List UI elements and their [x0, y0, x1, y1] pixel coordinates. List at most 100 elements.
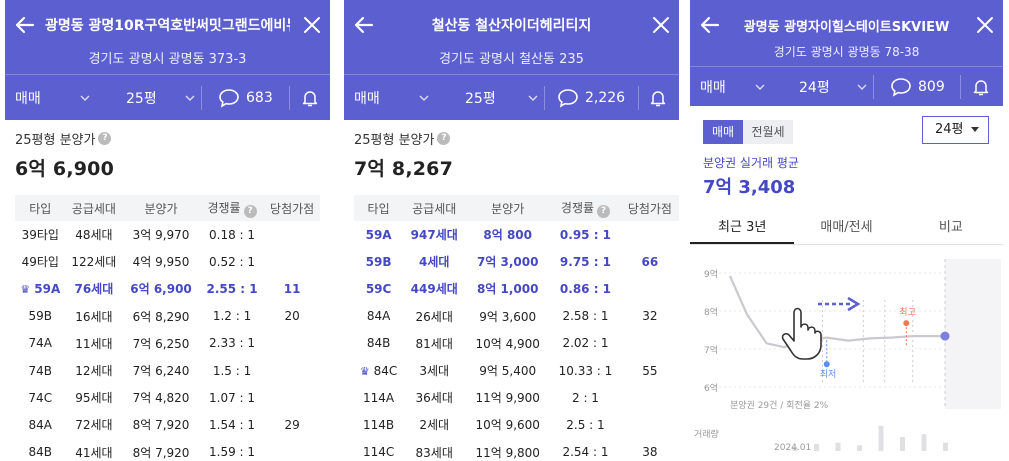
- help-icon[interactable]: ?: [597, 204, 611, 218]
- comments-button[interactable]: 2,226: [545, 75, 638, 121]
- column-header: 공급세대: [412, 201, 457, 216]
- bell-icon: [973, 79, 989, 95]
- back-arrow-icon[interactable]: [698, 13, 722, 37]
- cell-ratio: 1.59 : 1: [209, 445, 256, 460]
- help-icon[interactable]: ?: [243, 204, 257, 218]
- table-row[interactable]: 84A 72세대 8억 7,920 1.54 : 1 29: [15, 411, 320, 438]
- volume-bar: [792, 446, 798, 451]
- tab-sale-jeonse[interactable]: 매매/전세: [820, 220, 873, 235]
- cell-type: 84B: [366, 336, 391, 351]
- column-header: 타입: [367, 201, 390, 216]
- notification-button[interactable]: [961, 67, 1001, 107]
- cell-price: 10억 9,600: [475, 418, 540, 433]
- chat-bubble-icon: [558, 88, 578, 108]
- table-row[interactable]: 74C 95세대 7억 4,820 1.07 : 1: [15, 384, 320, 411]
- cell-price: 10억 4,900: [475, 336, 540, 351]
- toggle-sale[interactable]: 매매: [703, 120, 743, 144]
- close-icon[interactable]: [300, 13, 324, 37]
- cell-type: 59B: [28, 309, 52, 324]
- chevron-down-icon: [755, 84, 765, 90]
- comments-button[interactable]: 809: [874, 67, 960, 107]
- cell-ratio: 2.02 : 1: [562, 336, 609, 351]
- tab-recent-3y[interactable]: 최근 3년: [690, 211, 795, 244]
- size-dropdown[interactable]: 24평: [922, 116, 989, 144]
- cell-ratio: 2 : 1: [572, 390, 599, 405]
- listing-panel-1: 광명동 광명10R구역호반써밋그랜드에비뉴 경기도 광명시 광명동 373-3 …: [5, 0, 330, 461]
- tab-compare[interactable]: 비교: [938, 220, 963, 235]
- comment-count: 2,226: [585, 89, 626, 106]
- table-row[interactable]: 49타입 122세대 4억 9,950 0.52 : 1: [15, 248, 320, 275]
- size-select[interactable]: 24평: [775, 67, 873, 107]
- trade-select[interactable]: 매매: [5, 75, 100, 121]
- cell-units: 11세대: [75, 336, 113, 351]
- page-title: 철산동 철산자이더헤리티지: [431, 18, 592, 34]
- trade-label: 매매: [15, 90, 41, 107]
- table-row[interactable]: 84B 41세대 8억 7,920 1.59 : 1: [15, 439, 320, 461]
- trade-select[interactable]: 매매: [344, 75, 439, 121]
- table-row[interactable]: 74B 12세대 7억 6,240 1.5 : 1: [15, 357, 320, 384]
- cell-price: 8억 800: [483, 228, 533, 243]
- table-row[interactable]: 84A 26세대 9억 3,600 2.58 : 1 32: [354, 303, 679, 330]
- close-icon[interactable]: [973, 13, 997, 37]
- table-row[interactable]: 59B 16세대 6억 8,290 1.2 : 1 20: [15, 303, 320, 330]
- table-row[interactable]: 84B 81세대 10억 4,900 2.02 : 1: [354, 330, 679, 357]
- crown-icon: ♛: [359, 364, 370, 378]
- table-row[interactable]: 114A 36세대 11억 9,900 2 : 1: [354, 384, 679, 411]
- cell-type: ♛ 59A: [15, 275, 66, 302]
- cell-units: 76세대: [74, 282, 114, 297]
- cell-ratio: 1.54 : 1: [209, 417, 256, 432]
- sale-price: 7억 8,267: [354, 158, 454, 180]
- cell-type: 74C: [28, 390, 53, 405]
- cell-type: ♛ 84C: [354, 357, 403, 384]
- help-icon[interactable]: ?: [437, 132, 451, 145]
- divider: [873, 74, 874, 99]
- close-icon[interactable]: [649, 13, 673, 37]
- header: 광명동 광명자이힐스테이트SKVIEW 경기도 광명시 광명동 78-38 매매…: [690, 0, 1003, 106]
- table-row[interactable]: 114B 2세대 10억 9,600 2.5 : 1: [354, 411, 679, 438]
- table-row[interactable]: 59B 4세대 7억 3,000 9.75 : 1 66: [354, 248, 679, 275]
- y-tick-label: 9억: [704, 268, 718, 280]
- table-row[interactable]: ♛ 59A 76세대 6억 6,900 2.55 : 1 11: [15, 275, 320, 302]
- caret-down-icon: [971, 127, 979, 132]
- help-icon[interactable]: ?: [98, 132, 112, 145]
- volume-bar: [814, 444, 819, 451]
- page-title: 광명동 광명자이힐스테이트SKVIEW: [743, 20, 950, 35]
- bell-icon: [650, 90, 666, 106]
- table-row[interactable]: 39타입 48세대 3억 9,970 0.18 : 1: [15, 221, 320, 248]
- cell-price: 9억 3,600: [479, 309, 537, 324]
- size-select[interactable]: 25평: [439, 75, 544, 121]
- supply-table: 타입 공급세대 분양가 경쟁률? 당첨가점 39타입 48세대 3억 9,970 0.18 :…: [15, 195, 320, 461]
- column-header: 경쟁률?: [200, 195, 264, 221]
- size-select[interactable]: 25평: [100, 75, 201, 121]
- cell-units: 122세대: [71, 255, 117, 270]
- back-arrow-icon[interactable]: [13, 13, 37, 37]
- trade-select[interactable]: 매매: [690, 67, 775, 107]
- cell-ratio: 0.86 : 1: [559, 281, 612, 296]
- table-row[interactable]: 59C 449세대 8억 1,000 0.86 : 1: [354, 275, 679, 302]
- cell-units: 48세대: [75, 228, 113, 243]
- table-row[interactable]: 59A 947세대 8억 800 0.95 : 1: [354, 221, 679, 248]
- table-row[interactable]: 114C 83세대 11억 9,800 2.54 : 1 38: [354, 439, 679, 461]
- average-price: 7억 3,408: [703, 177, 796, 198]
- address: 경기도 광명시 광명동 78-38: [773, 45, 920, 59]
- cell-type: 84B: [28, 445, 52, 460]
- cell-type: 59C: [365, 281, 392, 296]
- cell-type: 114B: [363, 417, 395, 432]
- cell-price: 7억 4,820: [132, 391, 190, 406]
- table-row[interactable]: 74A 11세대 7억 6,250 2.33 : 1: [15, 330, 320, 357]
- back-arrow-icon[interactable]: [352, 13, 376, 37]
- volume-bar: [943, 442, 948, 451]
- toggle-rent[interactable]: 전월세: [743, 120, 793, 144]
- cell-type: 59A: [365, 227, 392, 242]
- column-header: 경쟁률?: [550, 195, 621, 221]
- cell-units: 81세대: [415, 336, 453, 351]
- column-header: 타입: [29, 201, 52, 216]
- notification-button[interactable]: [639, 75, 677, 121]
- notification-button[interactable]: [290, 75, 330, 121]
- column-header: 당첨가점: [627, 201, 672, 216]
- comments-button[interactable]: 683: [202, 75, 289, 121]
- table-row[interactable]: ♛ 84C 3세대 9억 5,400 10.33 : 1 55: [354, 357, 679, 384]
- cell-score: 11: [283, 281, 301, 296]
- chevron-down-icon: [528, 95, 538, 101]
